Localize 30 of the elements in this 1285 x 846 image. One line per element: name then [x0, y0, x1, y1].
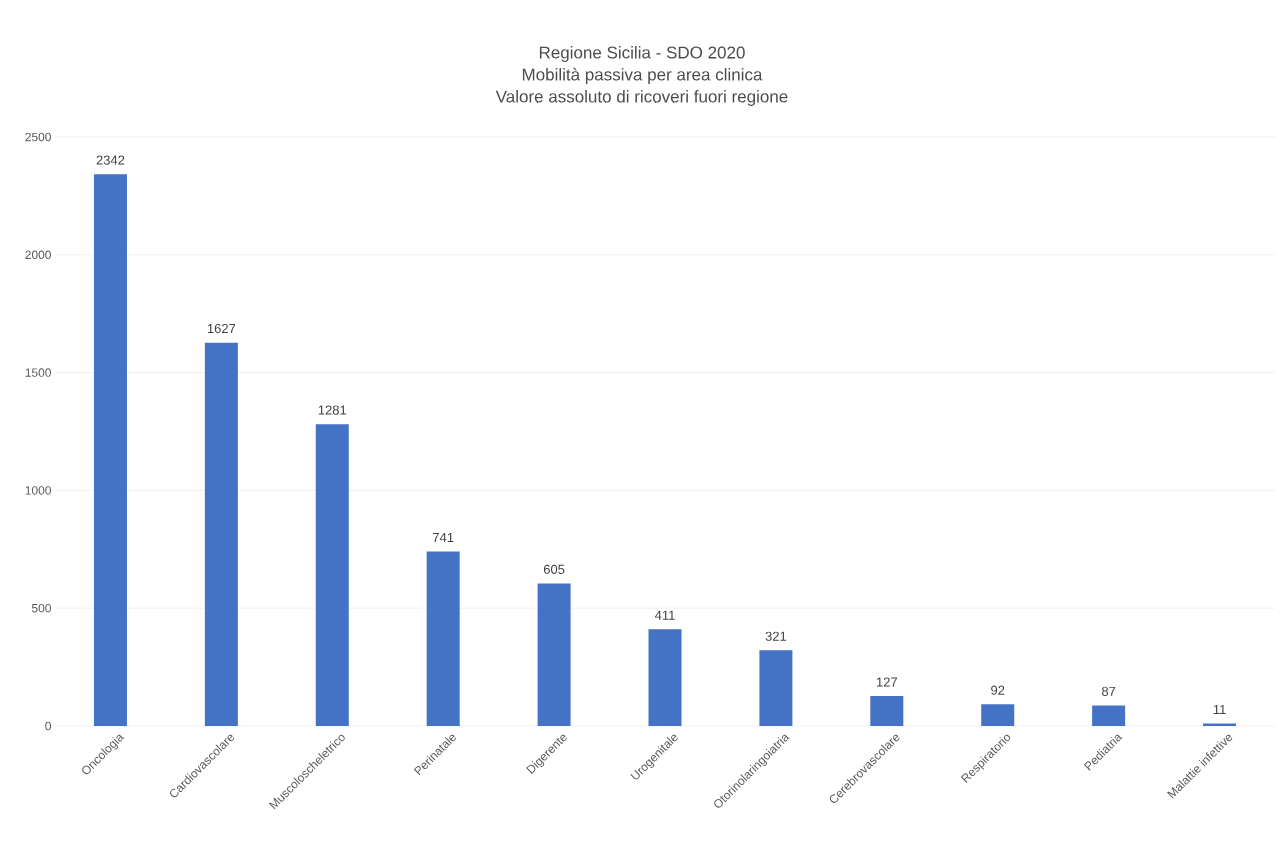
- y-tick-label: 1500: [25, 368, 51, 377]
- data-label: 741: [433, 532, 454, 542]
- data-label: 2342: [96, 155, 125, 165]
- y-tick-label: 2500: [25, 132, 51, 142]
- bar: [870, 696, 904, 726]
- data-label: 87: [1101, 686, 1116, 696]
- bar: [1203, 723, 1237, 726]
- data-label: 605: [543, 564, 565, 574]
- data-label: 92: [991, 685, 1005, 695]
- y-tick-label: 1000: [25, 486, 51, 495]
- data-label: 1627: [207, 323, 236, 334]
- data-label: 1281: [318, 405, 347, 415]
- y-tick-label: 2000: [25, 250, 51, 260]
- y-tick-label: 500: [31, 603, 51, 613]
- data-label: 321: [765, 631, 787, 641]
- bar: [93, 174, 127, 726]
- y-tick-label: 0: [45, 721, 51, 731]
- data-label: 11: [1213, 704, 1226, 714]
- bar: [204, 342, 238, 726]
- data-label: 411: [654, 610, 675, 620]
- data-label: 127: [876, 677, 898, 687]
- bar: [981, 704, 1015, 726]
- bar: [426, 551, 460, 726]
- chart-subtitle: Mobilità passiva per area clinica Valore assoluto di ricoveri fuori regione: [495, 67, 788, 106]
- bar: [759, 650, 793, 726]
- bar: [648, 629, 682, 726]
- bar: [315, 424, 349, 726]
- bar: [1092, 705, 1126, 726]
- bar: [537, 583, 571, 726]
- chart-title: Regione Sicilia - SDO 2020: [539, 46, 745, 62]
